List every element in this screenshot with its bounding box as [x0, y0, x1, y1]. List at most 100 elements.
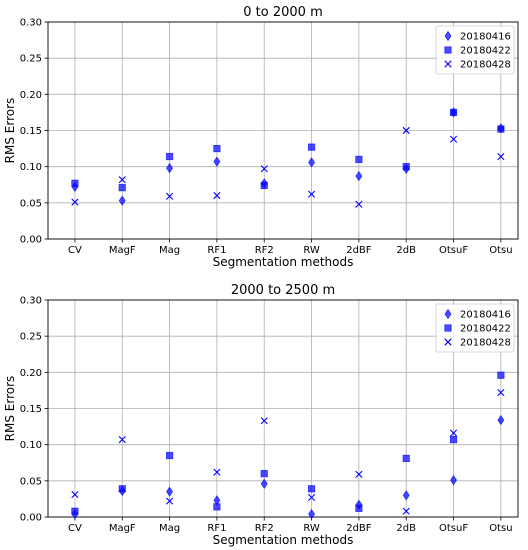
data-point-x [118, 176, 126, 184]
x-axis-label: Segmentation methods [213, 533, 354, 547]
legend-marker-x [444, 338, 452, 346]
data-point-diamond [166, 486, 174, 497]
data-point-diamond [166, 162, 174, 174]
y-tick-label: 0.00 [20, 235, 42, 246]
y-tick-label: 0.20 [20, 90, 42, 101]
data-point-square [71, 179, 79, 187]
x-tick-label: Mag [159, 523, 180, 534]
legend-label: 20180428 [460, 60, 511, 71]
x-tick-label: RW [303, 245, 320, 256]
data-point-x-stroke-b [497, 388, 505, 397]
data-point-x-stroke-b [213, 468, 221, 476]
legend-marker-square [444, 324, 452, 332]
x-tick-label: RW [303, 523, 320, 534]
data-point-x-stroke-b [402, 126, 410, 135]
data-point-x-stroke-b [449, 429, 458, 437]
data-point-x-stroke-b [260, 417, 268, 425]
data-point-x-stroke-b [497, 152, 505, 161]
y-tick-label: 0.20 [20, 368, 42, 379]
y-tick-label: 0.25 [20, 332, 42, 343]
x-tick-label: CV [68, 245, 82, 256]
x-tick-label: RF2 [255, 523, 274, 534]
data-point-x [165, 497, 174, 505]
data-point-diamond [308, 508, 316, 520]
data-point-diamond [213, 156, 221, 167]
legend-marker-x [444, 60, 452, 68]
data-point-square [213, 503, 221, 511]
chart-title: 0 to 2000 m [243, 5, 322, 20]
data-point-x [71, 490, 79, 499]
data-point-x [260, 417, 268, 425]
legend-marker-x-stroke-b [444, 338, 452, 346]
legend-marker-x-stroke-b [444, 60, 452, 68]
x-tick-label: MagF [109, 245, 136, 256]
x-tick-label: 2dBF [346, 245, 372, 256]
data-point-square [449, 436, 458, 444]
data-point-x-stroke-b [118, 176, 126, 184]
data-point-square [118, 485, 126, 493]
data-point-square [497, 371, 505, 379]
data-point-square [213, 144, 221, 153]
legend-marker-diamond [444, 308, 452, 320]
data-point-square [118, 184, 126, 192]
data-point-square [402, 163, 410, 171]
data-point-x [118, 436, 126, 444]
data-point-x-stroke-b [71, 490, 79, 499]
legend-marker-square [444, 46, 452, 54]
data-point-x [71, 198, 79, 206]
data-point-diamond [355, 170, 363, 182]
y-tick-label: 0.10 [20, 440, 42, 451]
data-point-x-stroke-b [307, 493, 316, 502]
y-axis-label: RMS Errors [3, 98, 17, 164]
chart-title: 2000 to 2500 m [231, 283, 335, 298]
x-tick-label: RF2 [255, 245, 274, 256]
y-tick-label: 0.30 [20, 296, 42, 307]
legend: 20180416 20180422 20180428 [435, 303, 515, 353]
data-point-diamond [497, 414, 505, 426]
data-point-diamond [308, 157, 316, 168]
data-point-x [260, 165, 268, 173]
data-point-x-stroke-b [449, 135, 458, 143]
chart-panel-1: 0.00 0.05 0.10 0.15 0.20 0.25 0.30 CV MagF Mag RF1… [3, 5, 519, 269]
plot-frame [47, 299, 519, 518]
y-tick-label: 0.10 [20, 162, 42, 173]
y-tick-label: 0.05 [20, 476, 42, 487]
data-point-x [402, 507, 410, 515]
data-point-x [449, 135, 458, 143]
x-tick-label: OtsuF [439, 245, 468, 256]
legend-label: 20180428 [460, 338, 511, 349]
y-tick-label: 0.25 [20, 54, 42, 65]
legend-marker-diamond [444, 30, 452, 42]
data-point-x [449, 429, 458, 437]
data-point-x [355, 200, 363, 208]
data-point-square [497, 125, 505, 133]
data-point-x-stroke-b [71, 198, 79, 206]
data-point-x [497, 388, 505, 397]
legend-label: 20180422 [460, 46, 511, 57]
data-point-x-stroke-b [307, 190, 316, 198]
y-tick-label: 0.05 [20, 198, 42, 209]
data-point-x-stroke-b [402, 507, 410, 515]
data-point-x [402, 126, 410, 135]
data-point-x-stroke-b [260, 165, 268, 173]
data-point-x [213, 192, 221, 200]
data-point-x-stroke-b [355, 200, 363, 208]
data-point-x-stroke-b [165, 497, 174, 505]
data-point-x-stroke-b [118, 436, 126, 444]
data-point-square [165, 152, 174, 161]
data-point-square [165, 451, 174, 460]
data-point-x [497, 152, 505, 161]
data-point-square [355, 504, 363, 512]
x-axis-label: Segmentation methods [213, 255, 354, 269]
data-point-square [355, 155, 363, 164]
data-point-diamond [260, 478, 268, 489]
data-point-x [355, 470, 363, 478]
legend-box [435, 303, 515, 353]
x-tick-label: CV [68, 523, 82, 534]
x-tick-label: Otsu [489, 523, 512, 534]
data-point-x-stroke-b [165, 192, 174, 200]
x-tick-label: 2dB [396, 523, 416, 534]
x-tick-label: MagF [109, 523, 136, 534]
